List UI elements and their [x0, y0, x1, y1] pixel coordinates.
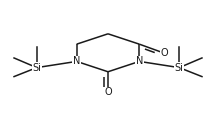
Text: N: N [73, 56, 80, 66]
Text: O: O [104, 87, 112, 97]
Text: Si: Si [175, 63, 184, 73]
Text: O: O [160, 48, 168, 58]
Text: N: N [136, 56, 143, 66]
Text: Si: Si [32, 63, 41, 73]
